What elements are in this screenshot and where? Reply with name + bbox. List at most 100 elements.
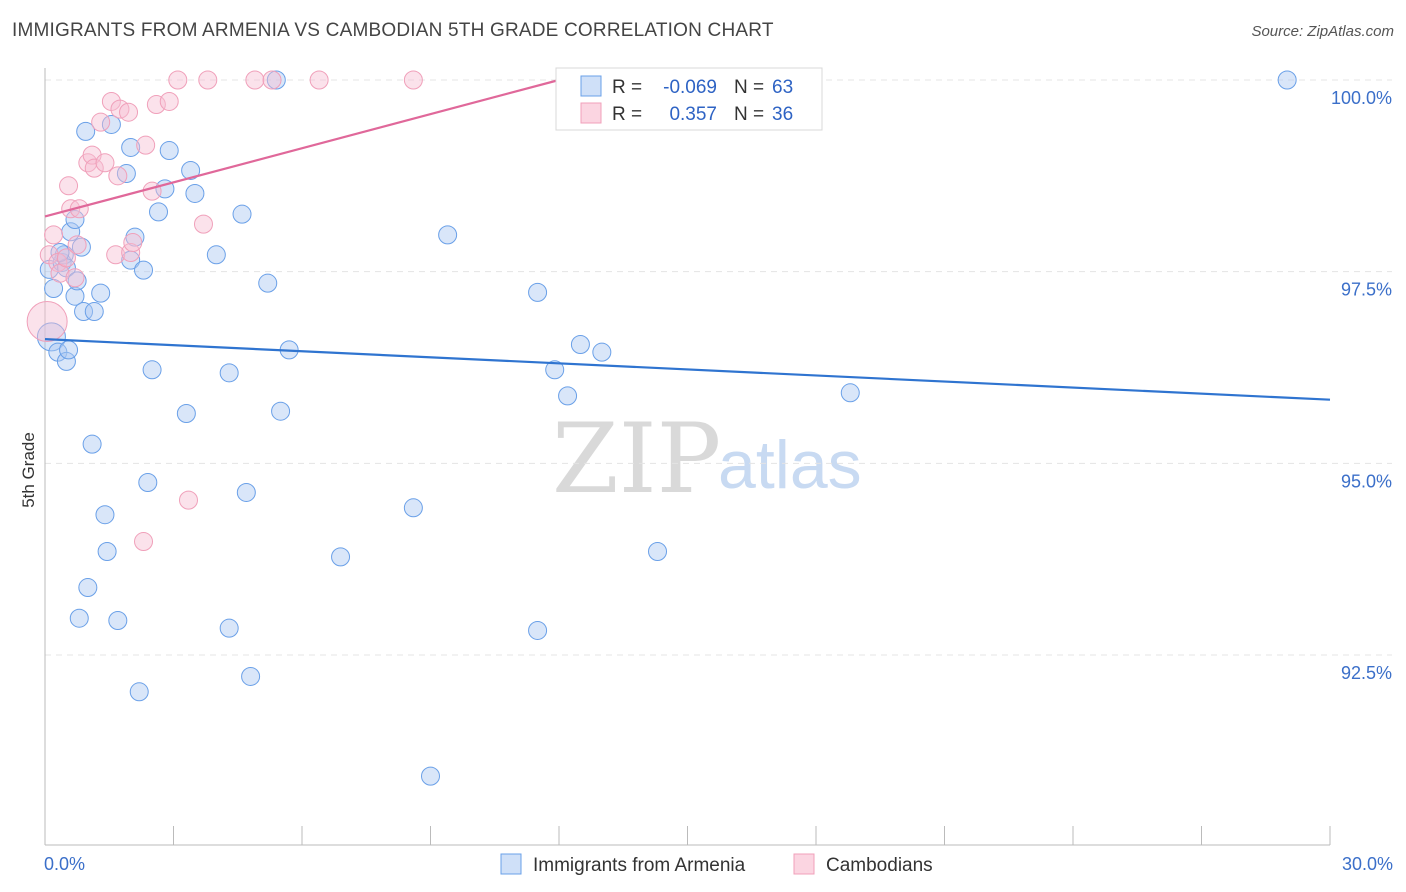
legend-swatch-cambodians bbox=[580, 102, 602, 124]
point-armenia bbox=[176, 404, 196, 423]
bottom-legend-label-cambodians: Cambodians bbox=[826, 855, 933, 876]
point-armenia bbox=[545, 360, 565, 380]
point-armenia bbox=[129, 682, 149, 702]
point-armenia bbox=[181, 160, 201, 180]
point-cambodians bbox=[198, 70, 218, 90]
point-armenia bbox=[65, 210, 85, 230]
point-armenia bbox=[266, 70, 286, 90]
bottom-legend-label-armenia: Immigrants from Armenia bbox=[533, 855, 746, 876]
point-cambodians bbox=[84, 158, 104, 178]
point-armenia bbox=[331, 547, 351, 567]
trend-lines bbox=[44, 78, 1331, 401]
point-cambodians bbox=[106, 245, 126, 265]
point-cambodians bbox=[95, 153, 115, 173]
bottom-legend-swatch-cambodians bbox=[793, 853, 815, 875]
point-cambodians bbox=[136, 135, 156, 155]
point-cambodians bbox=[245, 70, 265, 90]
legend-n-label-armenia: N = bbox=[734, 77, 764, 98]
point-armenia bbox=[570, 335, 590, 354]
point-cambodians bbox=[65, 268, 85, 288]
point-armenia bbox=[69, 608, 89, 628]
point-cambodians bbox=[262, 70, 282, 90]
y-tick-labels: 100.0% 97.5% 95.0% 92.5% bbox=[1331, 88, 1392, 683]
point-armenia bbox=[82, 434, 102, 454]
y-tick-label: 95.0% bbox=[1341, 471, 1392, 491]
point-armenia bbox=[403, 498, 423, 518]
point-armenia bbox=[36, 322, 66, 352]
point-armenia bbox=[97, 542, 117, 561]
bottom-legend: Immigrants from Armenia Cambodians bbox=[500, 853, 933, 876]
point-armenia bbox=[138, 473, 158, 492]
point-cambodians bbox=[403, 70, 423, 90]
point-cambodians bbox=[309, 70, 329, 90]
point-armenia bbox=[84, 302, 104, 322]
point-armenia bbox=[74, 302, 94, 322]
y-tick-label: 92.5% bbox=[1341, 663, 1392, 683]
point-armenia bbox=[241, 666, 261, 686]
point-armenia bbox=[206, 245, 226, 265]
point-armenia bbox=[528, 620, 548, 640]
point-armenia bbox=[149, 202, 169, 222]
point-cambodians bbox=[123, 233, 143, 253]
point-armenia bbox=[421, 766, 440, 786]
y-tick-label: 100.0% bbox=[1331, 88, 1392, 108]
x-tick-labels: 0.0% 30.0% bbox=[44, 854, 1393, 874]
point-armenia bbox=[528, 282, 548, 302]
point-armenia bbox=[121, 137, 141, 157]
legend-n-value-armenia: 63 bbox=[772, 77, 793, 98]
point-armenia bbox=[558, 386, 578, 406]
point-armenia bbox=[219, 363, 239, 383]
x-tick-label: 30.0% bbox=[1342, 854, 1393, 874]
watermark-atlas: atlas bbox=[718, 427, 862, 503]
point-cambodians bbox=[119, 102, 139, 122]
point-cambodians bbox=[91, 112, 111, 132]
x-tick-label: 0.0% bbox=[44, 854, 85, 874]
x-ticks bbox=[44, 826, 1331, 845]
point-cambodians bbox=[159, 91, 179, 111]
point-cambodians bbox=[108, 166, 128, 186]
point-cambodians bbox=[44, 225, 64, 245]
point-armenia bbox=[108, 611, 128, 630]
point-armenia bbox=[185, 183, 205, 203]
legend-swatch-armenia bbox=[580, 75, 602, 97]
point-armenia bbox=[219, 618, 239, 638]
point-cambodians bbox=[168, 70, 188, 90]
point-armenia bbox=[142, 360, 162, 380]
y-axis-label: 5th Grade bbox=[19, 432, 38, 508]
point-armenia bbox=[78, 578, 98, 598]
point-cambodians bbox=[142, 181, 162, 201]
legend: R = -0.069 N = 63 R = 0.357 N = 36 bbox=[555, 67, 823, 131]
legend-r-value-armenia: -0.069 bbox=[663, 77, 717, 98]
point-cambodians bbox=[26, 301, 68, 342]
point-cambodians bbox=[67, 235, 87, 255]
point-armenia bbox=[91, 283, 111, 303]
trend-line-armenia bbox=[44, 338, 1331, 401]
chart-title: IMMIGRANTS FROM ARMENIA VS CAMBODIAN 5TH… bbox=[12, 20, 774, 41]
point-armenia bbox=[840, 383, 860, 403]
legend-r-label-armenia: R = bbox=[612, 77, 642, 98]
point-armenia bbox=[134, 260, 154, 280]
legend-r-value-cambodians: 0.357 bbox=[669, 104, 717, 125]
watermark-zip: ZIP bbox=[552, 403, 721, 515]
gridlines bbox=[45, 79, 1392, 656]
y-tick-label: 97.5% bbox=[1341, 280, 1392, 300]
point-armenia bbox=[67, 271, 87, 291]
point-armenia bbox=[59, 340, 79, 360]
point-armenia bbox=[648, 542, 668, 561]
point-armenia bbox=[236, 482, 256, 502]
source-attribution: Source: ZipAtlas.com bbox=[1251, 23, 1394, 40]
point-armenia bbox=[76, 121, 96, 141]
point-armenia bbox=[95, 505, 115, 525]
data-points bbox=[26, 70, 1297, 786]
legend-n-label-cambodians: N = bbox=[734, 104, 764, 125]
point-armenia bbox=[438, 225, 458, 245]
point-armenia bbox=[159, 141, 179, 161]
point-armenia bbox=[258, 273, 278, 293]
point-armenia bbox=[271, 401, 291, 421]
point-cambodians bbox=[134, 532, 154, 552]
point-armenia bbox=[56, 351, 76, 371]
point-cambodians bbox=[146, 95, 166, 115]
legend-n-value-cambodians: 36 bbox=[772, 104, 793, 125]
bottom-legend-swatch-armenia bbox=[500, 853, 522, 875]
